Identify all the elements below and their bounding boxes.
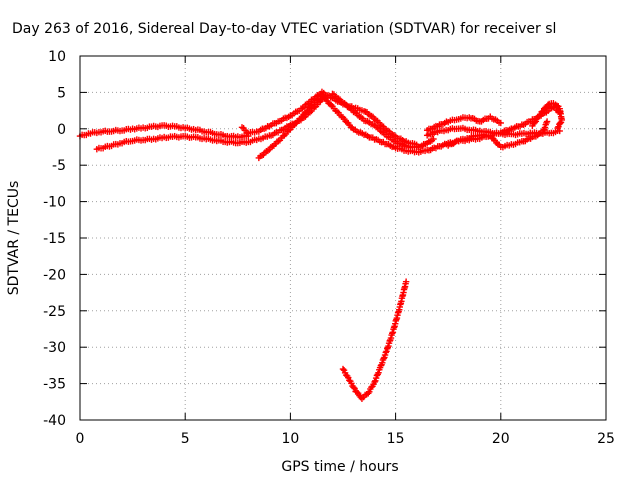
data-point [339, 365, 347, 373]
data-point [377, 362, 385, 369]
data-point [543, 118, 551, 125]
plot-frame [79, 55, 607, 421]
data-point [544, 101, 552, 109]
y-tick-label: -15 [43, 231, 66, 247]
x-tick-label: 15 [387, 431, 405, 447]
data-point [531, 119, 538, 126]
data-point [371, 378, 378, 386]
y-tick-label: -40 [43, 413, 66, 429]
data-point [430, 135, 437, 143]
y-tick-label: -30 [43, 340, 66, 356]
x-tick-label: 0 [76, 431, 85, 447]
data-point [556, 120, 564, 127]
data-point [543, 119, 550, 127]
x-tick-label: 20 [492, 431, 510, 447]
y-axis-ticks: 10 5 0 -5 -10 -15 -20 -25 -30 -35 -40 [43, 49, 606, 429]
grid-lines [80, 56, 606, 420]
data-point [380, 355, 387, 362]
data-point [297, 114, 305, 122]
data-points [76, 88, 566, 402]
x-tick-label: 10 [281, 431, 299, 447]
data-point [497, 119, 504, 127]
chart-title: Day 263 of 2016, Sidereal Day-to-day VTE… [12, 21, 556, 37]
data-point [351, 385, 358, 392]
data-point [382, 349, 389, 356]
y-tick-label: 0 [57, 122, 66, 138]
y-tick-label: -5 [52, 158, 66, 174]
y-tick-label: -25 [43, 304, 66, 320]
data-point [350, 384, 357, 391]
y-tick-label: -20 [43, 267, 66, 283]
y-axis-label: SDTVAR / TECUs [6, 181, 22, 296]
x-axis-ticks: 0 5 10 15 20 25 [76, 56, 615, 447]
data-point [554, 124, 561, 132]
x-tick-label: 25 [597, 431, 615, 447]
data-point [353, 388, 361, 396]
data-point [402, 278, 410, 285]
y-tick-label: 10 [48, 49, 66, 65]
y-tick-label: 5 [57, 85, 66, 101]
data-point [375, 369, 382, 376]
data-point [555, 123, 562, 130]
x-axis-label: GPS time / hours [281, 459, 398, 475]
y-tick-label: -10 [43, 195, 66, 211]
x-tick-label: 5 [181, 431, 190, 447]
y-tick-label: -35 [43, 377, 66, 393]
